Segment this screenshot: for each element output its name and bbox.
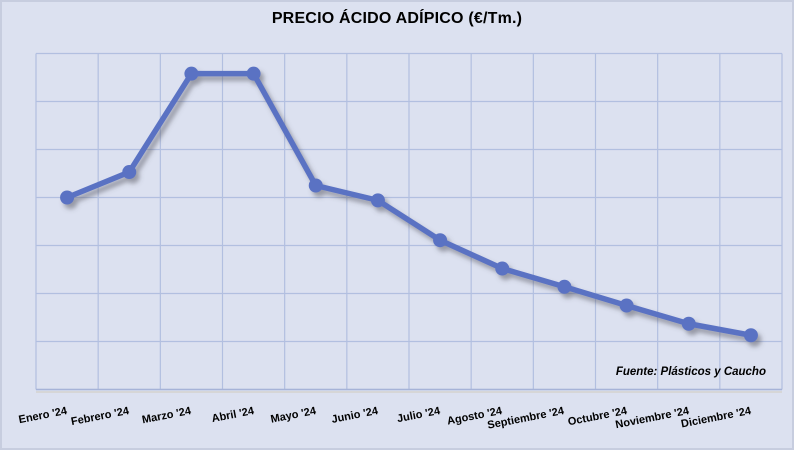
data-point-marker xyxy=(433,233,448,248)
data-point-marker xyxy=(743,328,758,343)
data-point-marker xyxy=(370,193,385,208)
data-point-marker xyxy=(184,66,199,81)
data-point-marker xyxy=(246,66,261,81)
data-point-marker xyxy=(495,261,510,276)
data-point-marker xyxy=(308,178,323,193)
chart-title: PRECIO ÁCIDO ADÍPICO (€/Tm.) xyxy=(271,10,523,27)
data-point-marker xyxy=(557,279,572,294)
price-series xyxy=(60,66,758,343)
data-point-marker xyxy=(681,316,696,331)
source-note: Fuente: Plásticos y Caucho xyxy=(615,366,766,378)
data-point-marker xyxy=(60,190,75,205)
data-point-marker xyxy=(619,298,634,313)
data-point-marker xyxy=(122,165,137,180)
price-line xyxy=(64,70,754,339)
